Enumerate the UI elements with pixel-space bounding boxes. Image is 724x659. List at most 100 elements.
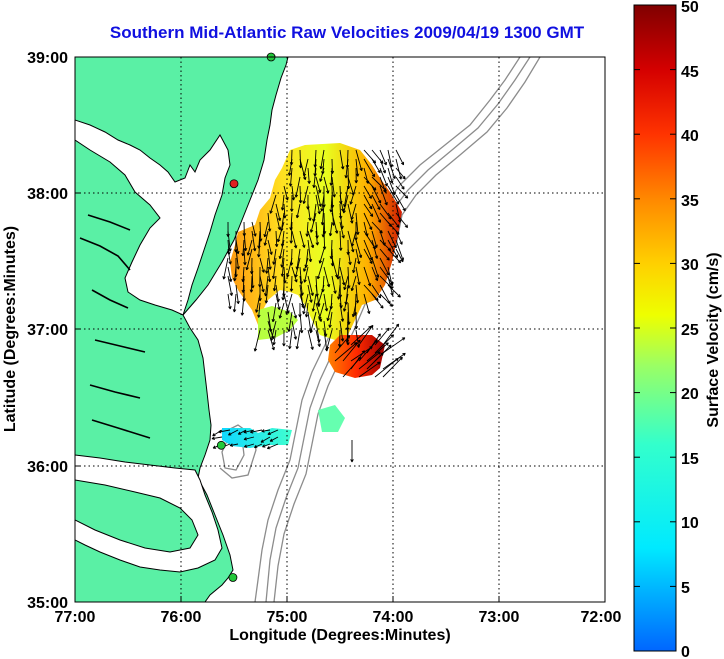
station-marker: [229, 179, 239, 189]
velocity-arrow: [363, 194, 373, 210]
velocity-arrow: [395, 176, 405, 190]
velocity-arrow: [315, 176, 322, 193]
velocity-arrow: [339, 320, 345, 342]
velocity-arrow: [347, 230, 355, 253]
velocity-arrow: [371, 293, 384, 309]
velocity-arrow: [395, 167, 406, 180]
station-marker: [228, 573, 238, 582]
velocity-arrow: [363, 248, 373, 264]
velocity-arrow: [291, 230, 298, 249]
velocity-arrow: [355, 284, 360, 304]
velocity-arrow: [387, 212, 400, 228]
station-marker: [216, 440, 226, 450]
velocity-arrow: [299, 311, 304, 334]
velocity-arrow: [323, 266, 331, 288]
velocity-arrow: [395, 158, 403, 180]
velocity-arrow: [347, 203, 354, 224]
velocity-arrow: [379, 149, 387, 166]
velocity-arrow: [271, 302, 277, 323]
velocity-arrow: [363, 266, 372, 287]
y-tick-label: 36:00: [27, 459, 68, 476]
velocity-arrow: [328, 311, 333, 328]
velocity-arrow: [322, 230, 327, 250]
velocity-arrow: [278, 302, 285, 319]
chesapeake-bay: [75, 119, 231, 316]
velocity-arrow: [218, 429, 231, 434]
velocity-arrow: [240, 293, 245, 316]
velocity-arrow: [315, 230, 320, 246]
velocity-arrow: [267, 239, 273, 255]
velocity-arrow: [366, 342, 389, 362]
velocity-arrows: [211, 149, 409, 463]
velocity-arrow: [299, 293, 305, 309]
velocity-arrow: [387, 266, 394, 287]
velocity-arrow: [379, 293, 393, 307]
velocity-arrow: [363, 158, 376, 178]
velocity-arrow: [331, 176, 336, 198]
velocity-arrow: [289, 221, 293, 244]
velocity-arrow: [275, 203, 282, 222]
x-tick-label: 73:00: [479, 609, 520, 626]
x-tick-label: 72:00: [581, 609, 622, 626]
velocity-arrow: [339, 221, 345, 239]
velocity-arrow: [395, 149, 405, 166]
velocity-arrow: [343, 275, 349, 291]
velocity-arrow: [281, 284, 285, 301]
velocity-arrow: [354, 311, 359, 330]
velocity-arrow: [282, 329, 286, 347]
velocity-arrow: [315, 185, 322, 207]
velocity-arrow: [355, 239, 363, 259]
velocity-arrow: [379, 158, 387, 174]
colorbar: [633, 4, 677, 652]
velocity-arrow: [299, 230, 306, 248]
velocity-arrow: [305, 221, 309, 237]
colorbar-tick-label: 25: [681, 322, 699, 339]
velocity-arrow: [290, 194, 294, 212]
colorbar-tick-label: 15: [681, 451, 699, 468]
velocity-arrow: [259, 275, 265, 293]
velocity-arrow: [337, 329, 342, 348]
velocity-arrow: [316, 284, 325, 306]
velocity-arrow: [237, 429, 247, 435]
velocity-arrow: [307, 203, 312, 221]
velocity-arrow: [287, 311, 293, 333]
velocity-arrow: [286, 257, 293, 278]
velocity-arrow: [350, 230, 357, 247]
velocity-arrow: [379, 167, 388, 187]
velocity-arrow: [294, 176, 301, 198]
velocity-arrow: [309, 311, 317, 334]
y-tick-label: 38:00: [27, 186, 68, 203]
velocity-arrow: [267, 266, 272, 283]
velocity-arrow: [233, 266, 237, 282]
velocity-patch-south-edge: [318, 405, 345, 432]
velocity-arrow: [291, 302, 298, 319]
velocity-arrow: [387, 248, 402, 264]
velocity-arrow: [334, 335, 351, 354]
colorbar-tick-label: 30: [681, 257, 699, 274]
velocity-arrow: [325, 329, 333, 350]
velocity-arrow: [363, 293, 371, 315]
velocity-arrow: [382, 356, 403, 378]
velocity-arrow: [339, 302, 345, 322]
velocity-arrow: [291, 266, 298, 283]
colorbar-tick-label: 5: [681, 580, 690, 597]
velocity-arrow: [272, 275, 277, 292]
velocity-arrow: [307, 329, 314, 350]
velocity-arrow: [395, 212, 409, 229]
velocity-arrow: [358, 339, 378, 362]
velocity-arrow: [265, 257, 269, 274]
velocity-arrow: [255, 293, 261, 313]
velocity-arrow: [344, 158, 349, 179]
velocity-arrow: [350, 203, 357, 220]
velocity-arrow: [227, 248, 232, 265]
velocity-arrow: [336, 257, 341, 280]
velocity-arrow: [395, 194, 406, 212]
velocity-arrow: [366, 352, 384, 370]
velocity-patch-south: [328, 335, 385, 378]
colorbar-label: Surface Velocity (cm/s): [705, 252, 722, 427]
velocity-arrow: [358, 351, 381, 370]
y-tick-label: 35:00: [27, 595, 68, 612]
velocity-arrow: [347, 248, 352, 266]
velocity-arrow: [387, 158, 396, 179]
velocity-arrow: [374, 357, 399, 378]
